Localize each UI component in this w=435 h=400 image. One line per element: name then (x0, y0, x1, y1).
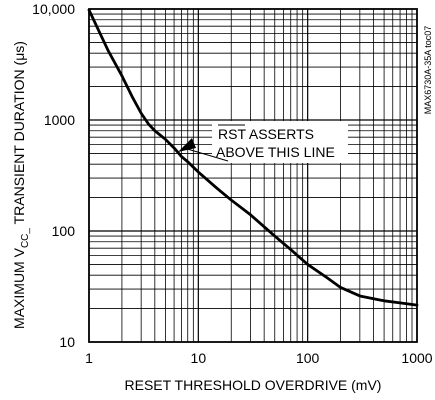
annotation-leader-line (183, 147, 229, 162)
y-tick-label: 100 (52, 223, 76, 239)
annotation-line-2: ABOVE THIS LINE (216, 144, 335, 160)
annotation-arrow-head (178, 138, 196, 152)
x-axis-label: RESET THRESHOLD OVERDRIVE (mV) (125, 377, 382, 393)
annotation: RST ASSERTS ABOVE THIS LINE (178, 121, 348, 163)
y-axis-label: MAXIMUM VCC_ TRANSIENT DURATION (μs) (11, 41, 31, 329)
y-axis-label-prefix: MAXIMUM V (11, 247, 27, 329)
figure-code: MAX6730A-35A toc07 (423, 26, 433, 115)
series-layer (87, 8, 419, 307)
y-tick-label: 10 (59, 334, 75, 350)
tick-labels: 1 10 100 1000 10 100 1000 10,000 (32, 1, 433, 366)
y-axis-label-subscript: CC_ (20, 228, 31, 248)
plot-border (88, 8, 418, 343)
x-tick-label: 1000 (401, 350, 432, 366)
y-tick-label: 10,000 (32, 1, 75, 17)
x-tick-label: 10 (191, 350, 207, 366)
y-axis-label-suffix: TRANSIENT DURATION (μs) (11, 41, 27, 228)
plot-frame (88, 8, 418, 343)
y-tick-label: 1000 (44, 112, 75, 128)
x-tick-label: 1 (85, 350, 93, 366)
x-tick-label: 100 (296, 350, 320, 366)
grid-lines (89, 9, 417, 342)
annotation-background (212, 121, 348, 163)
series-line-0 (87, 8, 419, 307)
annotation-line-1: RST ASSERTS (218, 126, 314, 142)
